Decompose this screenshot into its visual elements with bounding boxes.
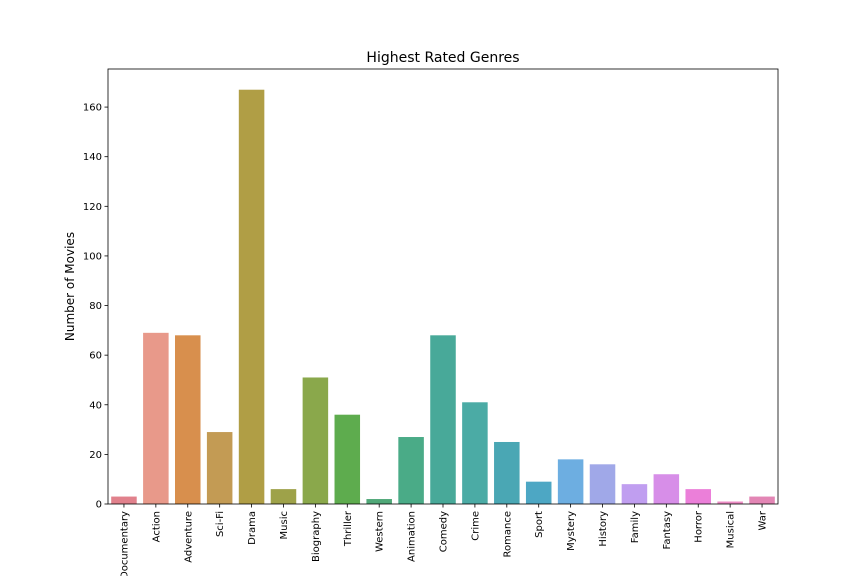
bar-animation	[398, 437, 424, 504]
bar-musical	[717, 501, 743, 504]
bar-biography	[302, 377, 329, 504]
bar-family	[621, 484, 648, 504]
x-tick-label: Drama	[247, 511, 258, 545]
x-tick-label: Music	[279, 511, 290, 539]
x-tick-label: War	[758, 510, 769, 530]
x-tick-label: Sport	[534, 511, 545, 538]
bar-sport	[525, 481, 552, 504]
bar-music	[270, 489, 297, 504]
chart-title: Highest Rated Genres	[366, 50, 519, 66]
bar-adventure	[175, 335, 201, 504]
bars	[111, 89, 775, 504]
y-tick-label: 160	[83, 103, 102, 114]
bar-comedy	[430, 335, 456, 504]
y-tick-label: 40	[89, 400, 102, 411]
y-tick-label: 80	[89, 301, 102, 312]
y-axis-ticks: 0 20 40 60 80 100 120 140 160	[83, 103, 108, 511]
x-tick-label: Animation	[407, 511, 418, 562]
y-axis-label: Number of Movies	[63, 232, 77, 341]
bar-mystery	[557, 459, 584, 504]
bar-sci-fi	[206, 432, 233, 504]
x-tick-label: Action	[151, 511, 162, 542]
bar-documentary	[111, 496, 137, 504]
x-tick-label: Mystery	[566, 511, 577, 551]
y-tick-label: 60	[89, 351, 102, 362]
bar-thriller	[334, 414, 361, 504]
x-tick-label: Sci-Fi	[215, 511, 226, 537]
x-tick-label: Family	[630, 511, 641, 543]
x-tick-label: Biography	[311, 511, 322, 562]
x-axis-ticks: Documentary Action Adventure Sci-Fi Drama Mus…	[119, 504, 769, 576]
bar-drama	[238, 89, 265, 504]
bar-western	[366, 499, 392, 504]
y-tick-label: 100	[83, 251, 102, 262]
bar-action	[143, 332, 169, 504]
x-tick-label: Comedy	[439, 511, 450, 552]
plot-frame	[107, 68, 779, 505]
y-tick-label: 0	[96, 500, 102, 511]
y-tick-label: 20	[89, 450, 102, 461]
x-tick-label: Documentary	[119, 511, 130, 576]
x-tick-label: Romance	[502, 511, 513, 557]
x-tick-label: Western	[375, 511, 386, 552]
bar-horror	[685, 489, 711, 504]
bar-history	[589, 464, 616, 504]
x-tick-label: Fantasy	[662, 511, 673, 550]
x-tick-label: Adventure	[183, 511, 194, 563]
x-tick-label: Horror	[694, 510, 705, 543]
x-tick-label: History	[598, 511, 609, 547]
x-tick-label: Thriller	[343, 510, 354, 547]
x-tick-label: Musical	[726, 511, 737, 548]
x-tick-label: Crime	[470, 511, 481, 541]
bar-war	[749, 496, 775, 504]
bar-crime	[462, 402, 488, 504]
bar-romance	[494, 441, 520, 504]
bar-fantasy	[653, 474, 680, 504]
y-tick-label: 140	[83, 152, 102, 163]
y-tick-label: 120	[83, 202, 102, 213]
